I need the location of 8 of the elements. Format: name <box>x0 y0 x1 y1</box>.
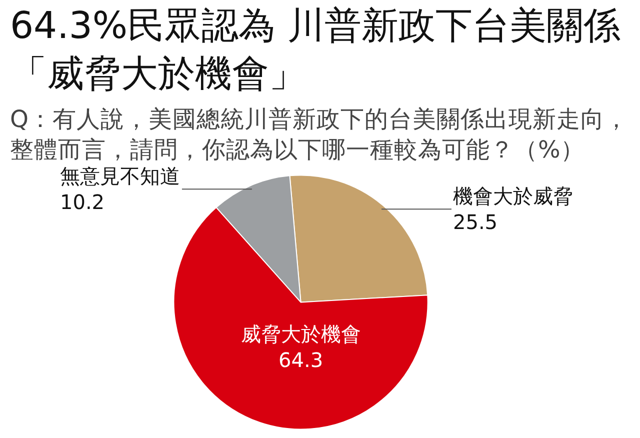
data-label: 64.3 <box>278 348 324 372</box>
data-label: 25.5 <box>453 210 498 234</box>
slice-label: 無意見不知道 <box>60 164 180 188</box>
slice-label: 機會大於威脅 <box>453 184 573 208</box>
slice-label: 威脅大於機會 <box>240 322 361 346</box>
data-label: 10.2 <box>60 190 105 214</box>
chart-subtitle: Q：有人說，美國總統川普新政下的台美關係出現新走向，整體而言，請問，你認為以下哪一種較為可能？（%） <box>10 105 628 164</box>
chart-title: 64.3%民眾認為 川普新政下台美關係「威脅大於機會」 <box>10 4 620 96</box>
